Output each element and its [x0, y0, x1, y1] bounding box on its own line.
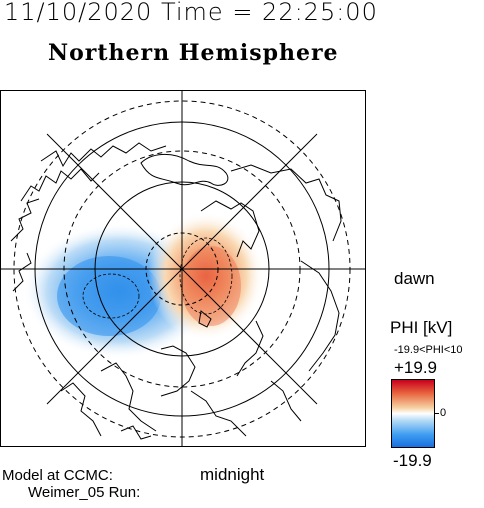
- map-title: Northern Hemisphere: [48, 40, 339, 66]
- datetime-title: 11/10/2020 Time = 22:25:00: [4, 0, 378, 26]
- meridian-lines: [1, 91, 365, 446]
- dawn-label: dawn: [394, 269, 435, 288]
- midnight-label: midnight: [200, 465, 265, 484]
- colorbar-title: PHI [kV]: [390, 318, 453, 337]
- colorbar-mid-label: 0: [440, 407, 447, 419]
- positive-potential-cell: [148, 212, 264, 340]
- coastlines: [10, 142, 342, 440]
- colorbar-zero-tick: [434, 413, 439, 414]
- potential-contours: [82, 237, 233, 319]
- model-run-label: Weimer_05 Run:: [28, 484, 141, 501]
- model-label: Model at CCMC:: [2, 467, 113, 484]
- polar-map: [0, 90, 366, 447]
- colorbar-range: -19.9<PHI<10: [394, 344, 463, 356]
- colorbar-gradient: [391, 379, 435, 448]
- colorbar-min-label: -19.9: [393, 451, 432, 470]
- colorbar-max-label: +19.9: [394, 358, 438, 377]
